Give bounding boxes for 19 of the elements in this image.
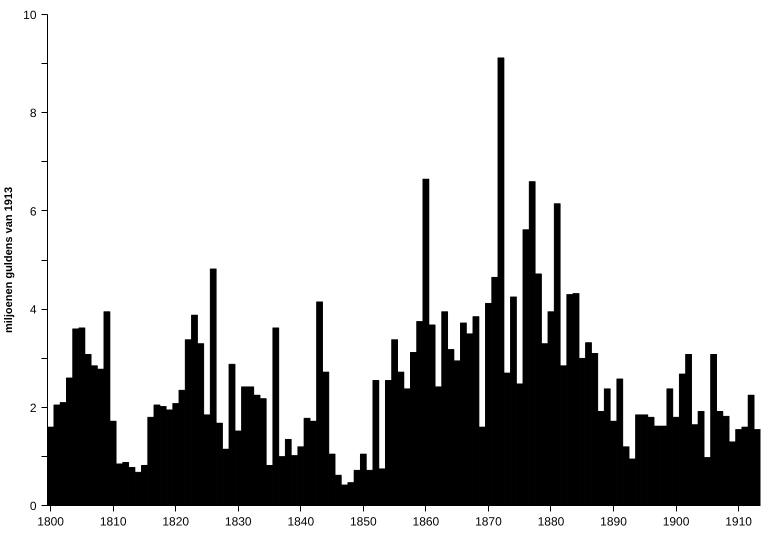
y-tick-label: 2 (30, 400, 37, 415)
x-tick-label: 1870 (475, 514, 502, 528)
x-tick-label: 1880 (538, 514, 565, 528)
y-axis-title: miljoenen guldens van 1913 (3, 186, 16, 334)
x-tick-label: 1800 (37, 514, 64, 528)
y-tick-label: 4 (30, 302, 37, 317)
x-tick-label: 1890 (600, 514, 628, 528)
y-tick-label: 10 (23, 8, 37, 22)
x-tick-label: 1840 (287, 514, 314, 528)
y-tick-label: 8 (30, 106, 37, 120)
y-tick-label: 0 (30, 499, 37, 513)
x-tick-label: 1810 (100, 514, 127, 528)
x-tick-label: 1910 (725, 514, 752, 528)
y-tick-label: 6 (30, 204, 37, 218)
x-tick-label: 1900 (662, 514, 690, 528)
x-tick-label: 1860 (412, 514, 440, 528)
x-tick-label: 1830 (224, 514, 252, 528)
x-tick-label: 1820 (162, 514, 190, 528)
x-tick-label: 1850 (350, 514, 378, 528)
